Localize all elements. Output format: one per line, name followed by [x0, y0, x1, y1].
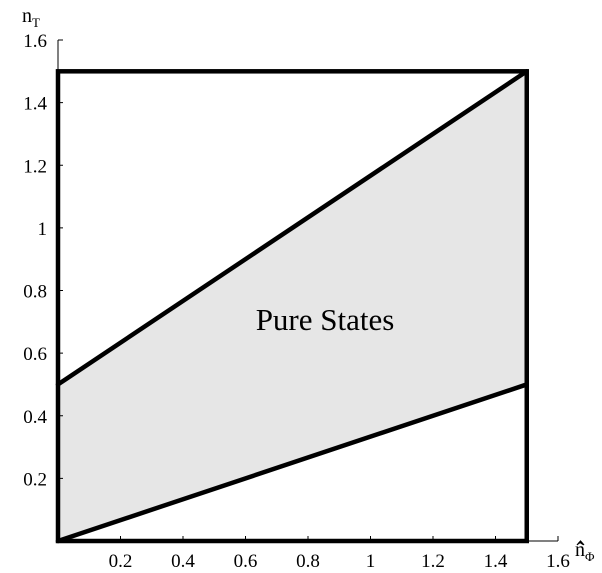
x-tick-label-0: 0.2 — [109, 551, 133, 572]
lower-boundary-line — [55, 382, 529, 544]
x-tick-label-6: 1.4 — [484, 551, 508, 572]
y-tick-label-0: 0.2 — [23, 469, 47, 490]
y-tick-label-6: 1.4 — [23, 94, 47, 115]
x-tick-label-4: 1 — [366, 551, 376, 572]
y-tick-label-3: 0.8 — [23, 282, 47, 303]
x-axis-title-hat — [576, 540, 585, 546]
boundary-box — [55, 69, 529, 544]
y-tick-label-7: 1.6 — [23, 31, 47, 52]
y-axis-title: nT — [22, 5, 40, 30]
upper-boundary-line — [55, 69, 529, 387]
y-tick-label-1: 0.4 — [23, 407, 47, 428]
x-tick-label-3: 0.8 — [296, 551, 320, 572]
y-axis-title-main: n — [22, 5, 32, 27]
y-tick-label-5: 1.2 — [23, 156, 47, 177]
x-tick-label-1: 0.4 — [171, 551, 195, 572]
y-tick-label-2: 0.6 — [23, 344, 47, 365]
region-label-pure-states: Pure States — [256, 302, 395, 337]
y-axis-title-subscript: T — [32, 15, 40, 30]
x-tick-label-7: 1.6 — [546, 551, 570, 572]
y-tick-label-4: 1 — [38, 219, 48, 240]
x-axis-title-main: n̂ — [575, 539, 585, 561]
x-tick-label-2: 0.6 — [234, 551, 258, 572]
x-axis-title: n̂Φ — [575, 539, 595, 564]
x-tick-label-5: 1.2 — [421, 551, 445, 572]
x-axis-title-subscript: Φ — [585, 549, 595, 564]
